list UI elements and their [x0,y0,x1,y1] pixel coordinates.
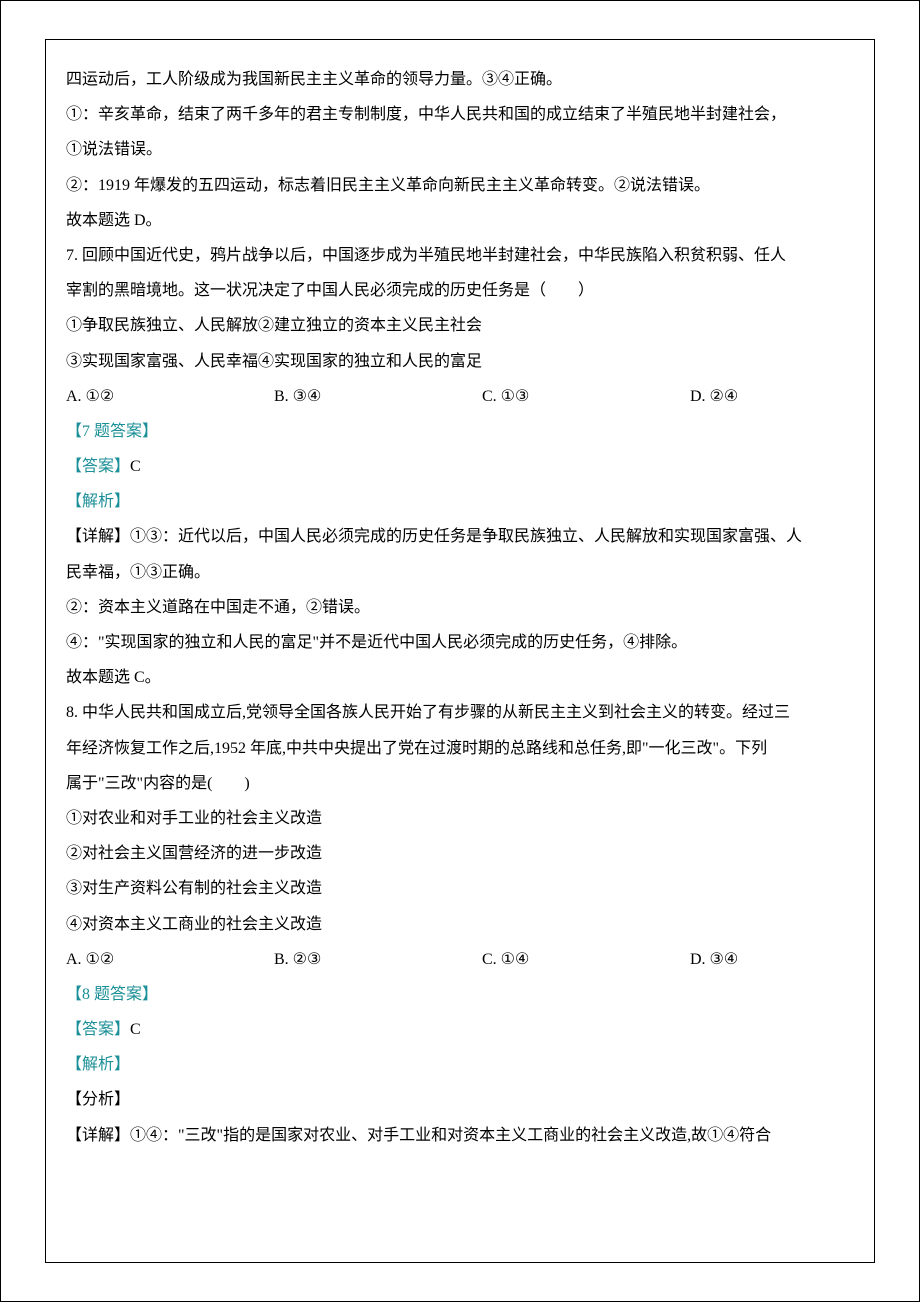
q7-stem-line-2: 宰割的黑暗境地。这一状况决定了中国人民必须完成的历史任务是（ ） [66,273,854,308]
q7-option-a: A. ①② [66,379,274,414]
q8-option-b: B. ②③ [274,942,482,977]
q8-answer-line: 【答案】C [66,1012,854,1047]
q7-items-line-1: ①争取民族独立、人民解放②建立独立的资本主义民主社会 [66,308,854,343]
prev-detail-line-3: ①说法错误。 [66,132,854,167]
prev-detail-line-2: ①：辛亥革命，结束了两千多年的君主专制制度，中华人民共和国的成立结束了半殖民地半… [66,97,854,132]
q8-analysis-label: 【解析】 [66,1047,854,1082]
q8-item-1: ①对农业和对手工业的社会主义改造 [66,801,854,836]
q8-option-c: C. ①④ [482,942,690,977]
q7-analysis-label: 【解析】 [66,484,854,519]
prev-detail-line-5: 故本题选 D。 [66,203,854,238]
q7-option-b: B. ③④ [274,379,482,414]
q7-detail-line-4: ④："实现国家的独立和人民的富足"并不是近代中国人民必须完成的历史任务，④排除。 [66,625,854,660]
q8-fenxi-label: 【分析】 [66,1082,854,1117]
q7-answer-label: 【答案】 [66,458,130,475]
q8-option-d: D. ③④ [690,942,850,977]
q7-answer-value: C [130,458,141,475]
q7-option-d: D. ②④ [690,379,850,414]
page-outer-border: 四运动后，工人阶级成为我国新民主主义革命的领导力量。③④正确。 ①：辛亥革命，结… [0,0,920,1302]
q7-answer-line: 【答案】C [66,449,854,484]
q7-detail-line-3: ②：资本主义道路在中国走不通，②错误。 [66,590,854,625]
q8-answer-label: 【答案】 [66,1021,130,1038]
q8-stem-line-2: 年经济恢复工作之后,1952 年底,中共中央提出了党在过渡时期的总路线和总任务,… [66,731,854,766]
q8-options-row: A. ①② B. ②③ C. ①④ D. ③④ [66,942,854,977]
q8-item-4: ④对资本主义工商业的社会主义改造 [66,907,854,942]
q8-item-2: ②对社会主义国营经济的进一步改造 [66,836,854,871]
q7-answer-header: 【7 题答案】 [66,414,854,449]
prev-detail-line-1: 四运动后，工人阶级成为我国新民主主义革命的领导力量。③④正确。 [66,62,854,97]
q7-detail-line-2: 民幸福，①③正确。 [66,555,854,590]
q7-stem-line-1: 7. 回顾中国近代史，鸦片战争以后，中国逐步成为半殖民地半封建社会，中华民族陷入… [66,238,854,273]
q7-option-c: C. ①③ [482,379,690,414]
q8-stem-line-1: 8. 中华人民共和国成立后,党领导全国各族人民开始了有步骤的从新民主主义到社会主… [66,695,854,730]
q8-answer-value: C [130,1021,141,1038]
q8-item-3: ③对生产资料公有制的社会主义改造 [66,871,854,906]
page-inner-border: 四运动后，工人阶级成为我国新民主主义革命的领导力量。③④正确。 ①：辛亥革命，结… [45,39,875,1263]
q7-options-row: A. ①② B. ③④ C. ①③ D. ②④ [66,379,854,414]
q8-stem-line-3: 属于"三改"内容的是( ) [66,766,854,801]
prev-detail-line-4: ②：1919 年爆发的五四运动，标志着旧民主主义革命向新民主主义革命转变。②说法… [66,168,854,203]
q7-items-line-2: ③实现国家富强、人民幸福④实现国家的独立和人民的富足 [66,344,854,379]
q8-answer-header: 【8 题答案】 [66,977,854,1012]
q7-detail-line-1: 【详解】①③：近代以后，中国人民必须完成的历史任务是争取民族独立、人民解放和实现… [66,519,854,554]
q7-detail-line-5: 故本题选 C。 [66,660,854,695]
q8-option-a: A. ①② [66,942,274,977]
q8-detail-line-1: 【详解】①④："三改"指的是国家对农业、对手工业和对资本主义工商业的社会主义改造… [66,1118,854,1153]
